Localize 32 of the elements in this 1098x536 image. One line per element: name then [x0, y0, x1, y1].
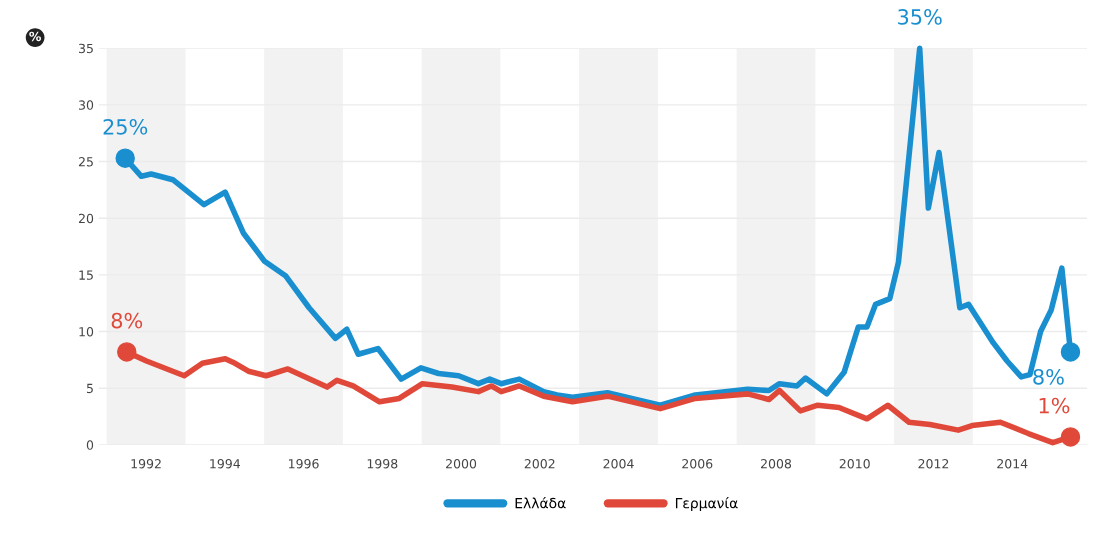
y-tick-label: 5	[86, 383, 93, 394]
annotation: 8%	[111, 312, 143, 329]
y-tick-label: 30	[79, 100, 94, 110]
y-tick-label: 20	[78, 213, 94, 224]
point	[115, 148, 135, 168]
annotation: 35%	[898, 9, 942, 25]
x-tick-label: 1996	[289, 458, 319, 469]
point	[117, 342, 137, 362]
x-tick-label: 2006	[682, 458, 713, 469]
annotation: 8%	[1033, 368, 1064, 385]
x-tick-label: 2008	[761, 458, 792, 469]
x-tick-label: 2000	[446, 458, 477, 469]
x-tick-label: 1998	[367, 458, 398, 469]
x-tick-label: 2002	[524, 458, 555, 469]
y-axis-title: %	[29, 31, 41, 42]
y-tick-label: 0	[86, 440, 94, 450]
x-tick-label: 2012	[918, 458, 949, 469]
x-tick-label: 1992	[131, 458, 161, 469]
annotation: 1%	[1039, 397, 1070, 414]
x-tick-label: 1994	[210, 458, 241, 469]
point	[1060, 427, 1081, 447]
annotation: 25%	[103, 118, 148, 135]
point	[1060, 342, 1081, 362]
y-tick-label: 25	[78, 157, 93, 167]
y-tick-label: 10	[79, 327, 94, 337]
legend-label: Ελλάδα	[515, 497, 566, 509]
x-tick-label: 2010	[839, 458, 870, 469]
y-tick-label: 15	[79, 270, 93, 280]
x-tick-label: 2014	[997, 458, 1028, 469]
y-tick-label: 35	[79, 43, 93, 54]
x-tick-label: 2004	[603, 458, 634, 469]
legend-label: Γερμανία	[675, 497, 738, 512]
